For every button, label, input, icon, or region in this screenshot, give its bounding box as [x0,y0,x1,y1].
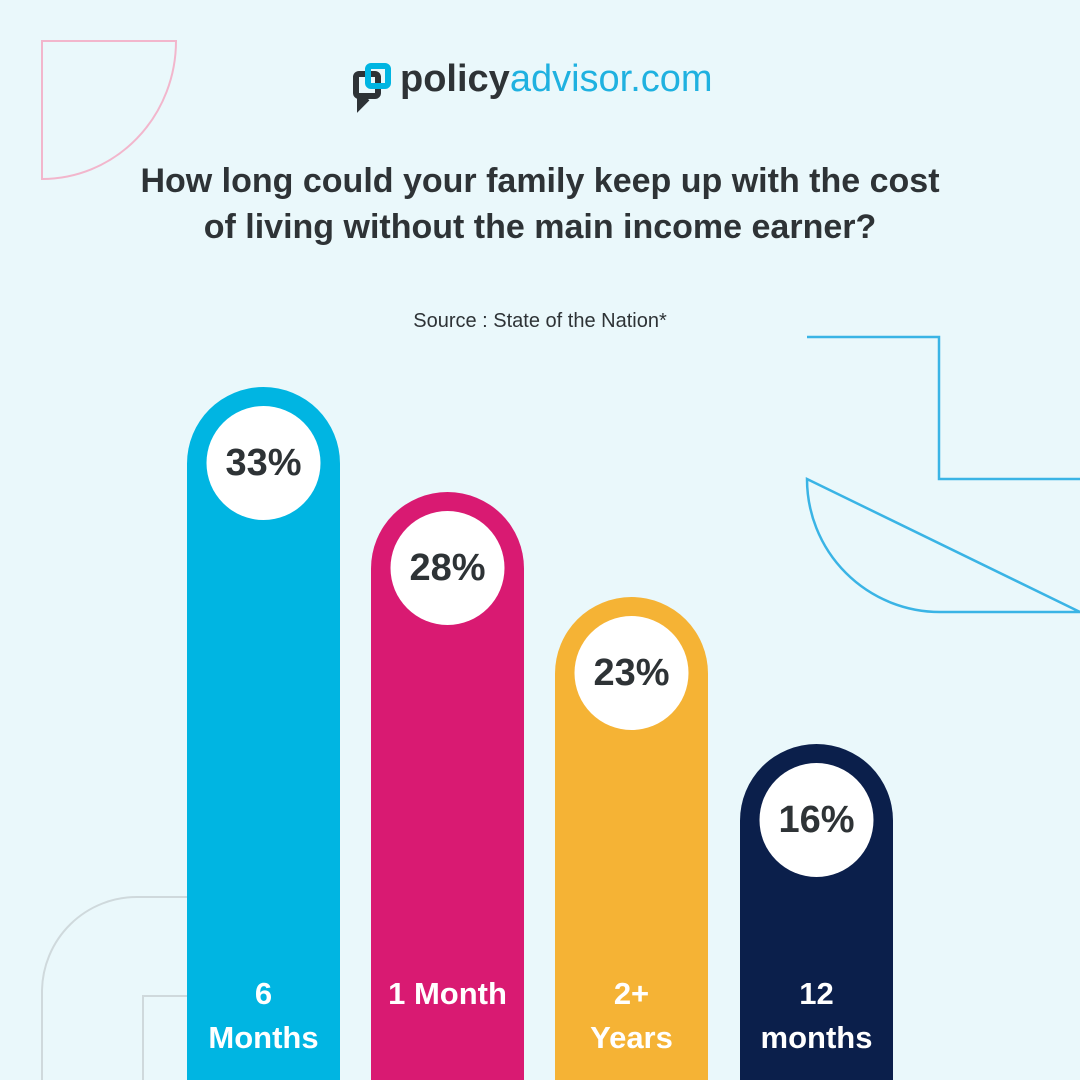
category-label: 1 Month [388,976,507,1011]
logo-advisor: advisor.com [509,58,713,100]
bar [371,492,524,1080]
chart-subtitle: Source : State of the Nation* [413,310,667,332]
decor-pink [41,40,178,181]
logo-icon [353,63,391,113]
logo: policyadvisor.com [400,58,713,101]
value-label: 23% [593,652,669,694]
value-badge [574,616,689,730]
value-badge [390,511,505,625]
bar [187,387,340,1080]
category-label: 6 Months [208,976,319,1055]
value-label: 16% [778,799,854,841]
logo-policy: policy [400,58,510,100]
value-label: 33% [225,442,301,484]
value-badge [759,763,874,877]
decor-gray [41,896,187,1080]
bar [555,597,708,1080]
decor-blue [805,335,1080,614]
category-label: 12 months [760,976,873,1055]
chart-title: How long could your family keep up with … [140,162,940,246]
value-label: 28% [409,547,485,589]
category-label: 2+ Years [590,976,673,1055]
value-badge [206,406,321,520]
